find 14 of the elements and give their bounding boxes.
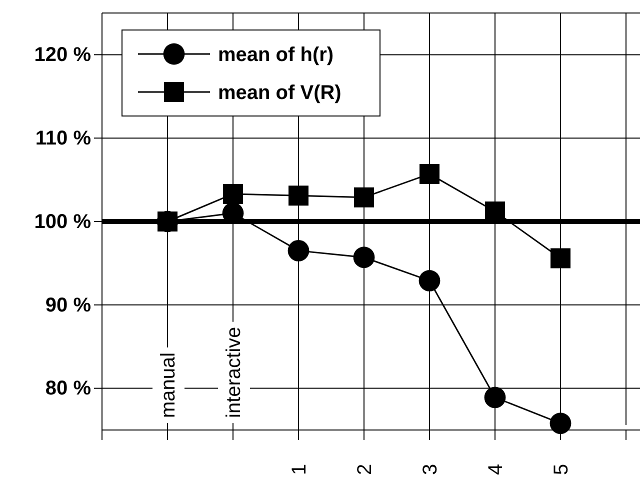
legend-label: mean of V(R) [218, 82, 342, 104]
y-tick-label: 110 % [35, 128, 92, 150]
x-tick-label: interactive [223, 326, 245, 418]
x-tick-label: 5 [550, 464, 572, 475]
y-tick-label: 100 % [34, 210, 92, 233]
x-tick-label: 3 [420, 464, 442, 475]
y-tick-label: 90 % [45, 294, 92, 316]
x-tick-label: manual [158, 352, 180, 418]
y-tick-label: 80 % [45, 378, 92, 400]
legend-label: mean of h(r) [218, 44, 334, 66]
x-tick-label: 1 [288, 464, 310, 475]
x-tick-label: 2 [354, 464, 376, 475]
x-tick-label: 4 [485, 464, 507, 475]
y-tick-label: 120 % [34, 44, 92, 66]
